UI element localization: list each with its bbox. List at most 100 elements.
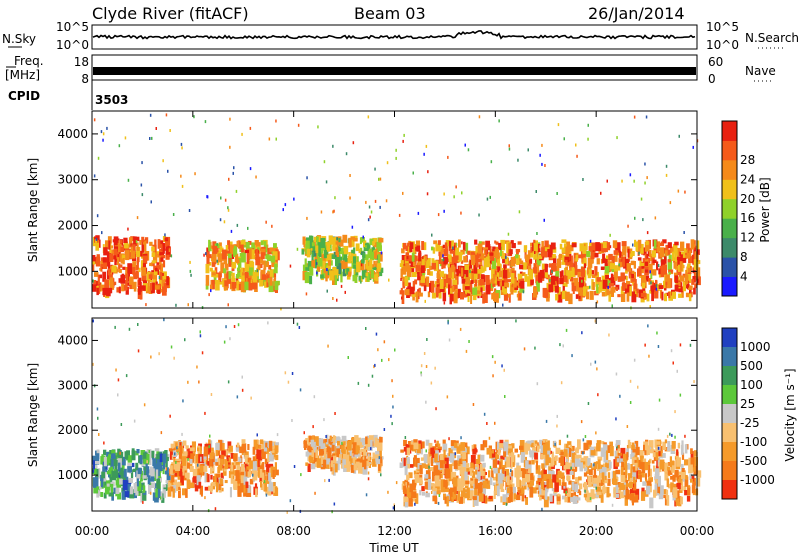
velocity-echo-cell (646, 445, 650, 455)
power-noise-cell (423, 152, 425, 156)
power-echo-cell (568, 293, 573, 305)
velocity-echo-cell (448, 464, 453, 475)
power-echo-cell (402, 259, 407, 271)
power-noise-cell (447, 155, 449, 159)
power-echo-cell (523, 245, 528, 253)
power-echo-cell (541, 247, 545, 257)
velocity-noise-cell (527, 487, 529, 491)
power-noise-cell (412, 171, 414, 175)
power-noise-cell (189, 269, 192, 273)
power-noise-cell (464, 143, 466, 147)
power-echo-cell (586, 291, 590, 300)
power-colorbar-swatch (722, 179, 737, 200)
power-echo-cell (486, 259, 491, 268)
power-echo-cell (635, 292, 639, 298)
power-echo-cell (104, 279, 109, 289)
velocity-echo-cell (660, 485, 664, 495)
power-echo-cell (601, 292, 606, 297)
power-noise-cell (609, 233, 611, 237)
velocity-echo-cell (693, 450, 697, 457)
power-echo-cell (450, 266, 456, 270)
power-noise-cell (175, 303, 177, 307)
power-echo-cell (527, 276, 532, 287)
power-echo-cell (377, 254, 381, 265)
velocity-echo-cell (98, 490, 101, 497)
power-noise-cell (172, 213, 175, 216)
power-echo-cell (140, 250, 143, 257)
power-noise-cell (379, 177, 382, 181)
velocity-noise-cell (390, 414, 392, 418)
power-echo-cell (671, 251, 675, 261)
power-echo-cell (302, 271, 307, 281)
power-noise-cell (275, 119, 277, 123)
power-echo-cell (245, 241, 250, 253)
power-echo-cell (461, 267, 464, 277)
velocity-echo-cell (462, 461, 466, 467)
power-echo-cell (515, 282, 519, 286)
velocity-echo-cell (546, 457, 551, 463)
velocity-echo-cell (111, 470, 116, 481)
station-title: Clyde River (fitACF) (92, 4, 249, 23)
power-echo-cell (102, 287, 108, 296)
velocity-echo-cell (210, 466, 213, 474)
power-noise-cell (461, 241, 463, 245)
power-echo-cell (509, 249, 513, 255)
power-echo-cell (106, 287, 111, 297)
velocity-echo-cell (162, 459, 165, 470)
power-echo-cell (465, 242, 469, 254)
velocity-echo-cell (664, 447, 668, 452)
velocity-echo-cell (111, 452, 116, 459)
velocity-echo-cell (495, 453, 500, 460)
velocity-echo-cell (460, 442, 466, 451)
power-echo-cell (400, 268, 403, 279)
velocity-echo-cell (209, 452, 214, 460)
power-echo-cell (467, 250, 471, 255)
power-echo-cell (230, 251, 235, 257)
power-echo-cell (631, 291, 637, 303)
power-echo-cell (468, 282, 473, 292)
power-echo-cell (536, 281, 540, 292)
velocity-echo-cell (366, 435, 372, 440)
velocity-echo-cell (447, 453, 452, 462)
velocity-noise-cell (371, 374, 374, 378)
power-noise-cell (345, 152, 348, 156)
velocity-echo-cell (561, 472, 565, 478)
velocity-echo-cell (364, 464, 367, 470)
velocity-echo-cell (103, 492, 107, 499)
power-noise-cell (341, 242, 343, 246)
velocity-noise-cell (611, 503, 614, 507)
velocity-echo-cell (437, 449, 441, 453)
velocity-echo-cell (535, 465, 541, 474)
power-echo-cell (348, 252, 351, 263)
power-echo-cell (118, 286, 121, 294)
power-echo-cell (659, 289, 663, 299)
power-noise-cell (575, 143, 577, 147)
velocity-echo-cell (146, 466, 150, 474)
velocity-echo-cell (569, 492, 574, 498)
velocity-echo-cell (678, 471, 683, 475)
velocity-echo-cell (350, 458, 354, 468)
power-echo-cell (663, 280, 666, 289)
xtick-label: 08:00 (276, 524, 311, 538)
power-echo-cell (352, 238, 358, 242)
power-echo-cell (693, 259, 697, 270)
power-echo-cell (505, 268, 510, 279)
power-echo-cell (627, 248, 630, 258)
power-echo-cell (92, 284, 97, 292)
velocity-echo-cell (269, 454, 274, 462)
velocity-echo-cell (434, 453, 438, 462)
power-echo-cell (358, 275, 361, 281)
power-echo-cell (497, 281, 502, 287)
power-noise-cell (633, 115, 636, 119)
power-echo-cell (490, 278, 495, 284)
velocity-echo-cell (673, 483, 678, 489)
power-echo-cell (219, 246, 223, 251)
velocity-echo-cell (486, 480, 491, 489)
velocity-echo-cell (480, 470, 485, 476)
power-echo-cell (519, 258, 522, 262)
power-echo-cell (120, 264, 123, 268)
velocity-echo-cell (159, 453, 163, 463)
velocity-echo-cell (649, 468, 652, 478)
power-echo-cell (562, 284, 565, 292)
